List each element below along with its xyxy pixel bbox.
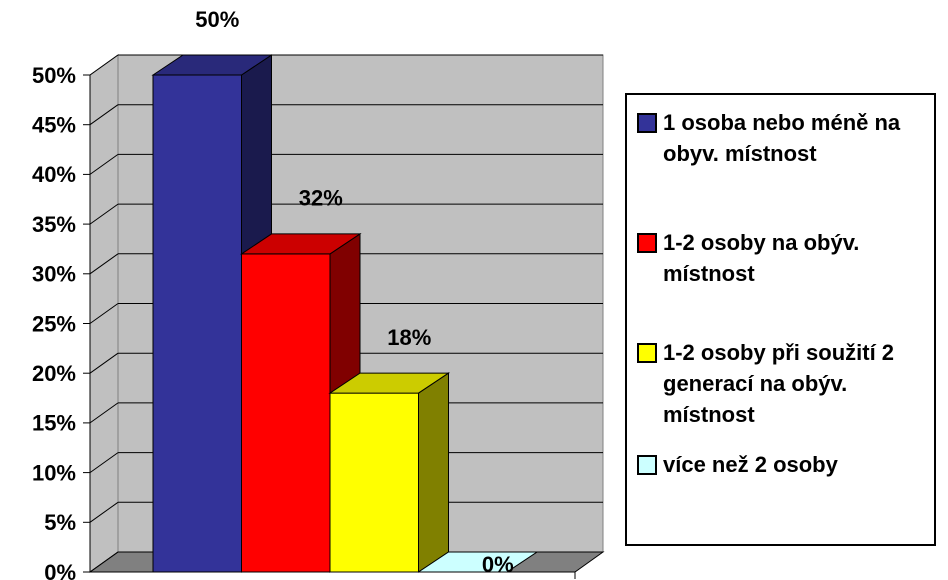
bar (152, 74, 242, 573)
value-label: 32% (299, 186, 343, 211)
bar-side (418, 372, 449, 573)
legend-label: 1-2 osoby na obýv. místnost (663, 230, 860, 286)
y-tick-label: 50% (32, 63, 76, 88)
legend: 1 osoba nebo méně na obyv. místnost 1-2 o… (625, 93, 936, 546)
grid-line (89, 452, 119, 474)
bar-top (416, 551, 539, 573)
grid-line (89, 551, 119, 573)
y-tick-label: 35% (32, 212, 76, 237)
bar (329, 392, 419, 573)
bar-top (239, 233, 362, 255)
bar (241, 253, 331, 573)
grid-line (89, 54, 119, 76)
legend-label: 1 osoba nebo méně na obyv. místnost (663, 110, 901, 166)
grid-line (89, 153, 119, 175)
chart: 0% 5% 10% 15% 20% 25% 30% 35% 40% 45% 50% 50% 32% 18%… (32, 7, 605, 580)
grid-line (89, 303, 119, 324)
grid-line (89, 501, 119, 523)
legend-label: více než 2 osoby (663, 452, 838, 477)
y-tick-label: 25% (32, 311, 76, 336)
legend-label: 1-2 osoby při soužití 2 generací na obýv… (663, 340, 895, 427)
legend-entry: více než 2 osoby (637, 449, 932, 480)
legend-swatch (637, 233, 657, 253)
y-tick-label: 20% (32, 361, 76, 386)
value-label: 18% (387, 325, 431, 350)
legend-entry: 1-2 osoby při soužití 2 generací na obýv… (637, 337, 932, 430)
legend-swatch (637, 343, 657, 363)
y-tick-label: 0% (44, 560, 76, 580)
grid-line (89, 352, 119, 374)
value-label: 0% (482, 552, 514, 577)
grid-line (89, 104, 119, 126)
legend-swatch (637, 113, 657, 133)
legend-swatch (637, 455, 657, 475)
grid-line (89, 253, 119, 275)
grid-line (89, 402, 119, 424)
value-label: 50% (195, 7, 239, 32)
y-tick-label: 45% (32, 113, 76, 138)
y-tick-label: 30% (32, 262, 76, 287)
y-tick-label: 40% (32, 162, 76, 187)
bar-top (151, 54, 274, 76)
y-tick-label: 10% (32, 460, 76, 485)
legend-entry: 1 osoba nebo méně na obyv. místnost (637, 107, 932, 169)
legend-entry: 1-2 osoby na obýv. místnost (637, 227, 932, 289)
y-tick-label: 5% (44, 510, 76, 535)
grid-line (89, 203, 119, 225)
bar-top (328, 372, 451, 394)
y-tick-label: 15% (32, 411, 76, 436)
